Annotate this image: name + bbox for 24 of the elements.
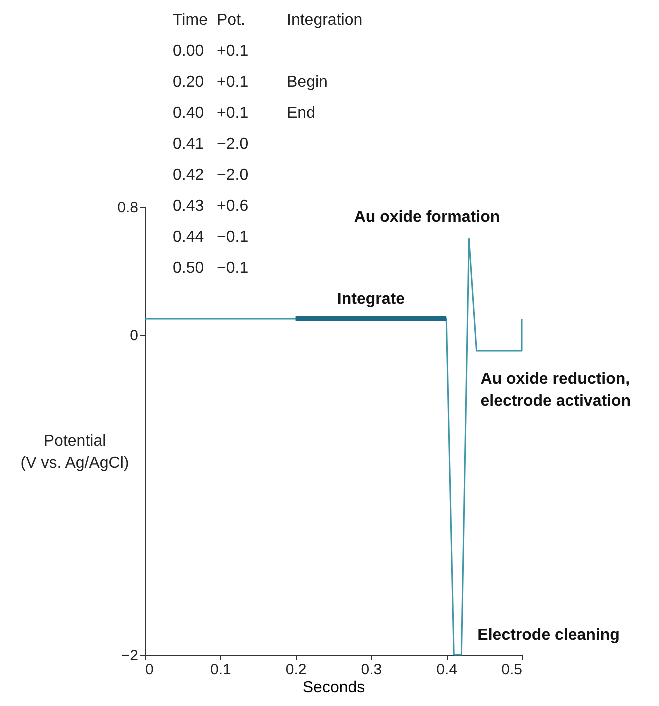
x-tick-label: 0.1 (210, 662, 232, 678)
annotation: Au oxide formation (354, 209, 500, 226)
x-tick-label: 0.4 (436, 662, 458, 678)
x-tick-label: 0.3 (361, 662, 382, 678)
x-tick-label: 0.5 (502, 662, 522, 678)
x-tick-label: 0 (146, 662, 154, 678)
annotation: Electrode cleaning (478, 627, 620, 644)
y-tick-label: −2 (121, 648, 138, 664)
y-tick-label: 0.8 (118, 200, 138, 216)
x-axis-title: Seconds (302, 680, 366, 696)
text: 0.20 +0.1 Begin (173, 74, 328, 91)
annotation: 0.43 +0.6 (173, 198, 249, 215)
text: 0.00 +0.1 (173, 43, 249, 60)
annotation: 0.50 −0.1 (173, 260, 249, 277)
text: 0.42 −2.0 (173, 167, 249, 184)
x-tick-label: 0.2 (286, 662, 307, 678)
text: 0.40 +0.1 End (173, 105, 316, 122)
y-tick-label: 0 (130, 328, 138, 344)
y-axis-title: Potential (V vs. Ag/AgCl) (20, 433, 130, 472)
series-label: Integrate (337, 291, 406, 308)
text: Time Pot. Integration (173, 12, 363, 29)
annotation: Au oxide reduction, electrode activation (480, 371, 632, 410)
text: 0.41 −2.0 (173, 136, 249, 153)
annotation: 0.44 −0.1 (173, 229, 249, 246)
